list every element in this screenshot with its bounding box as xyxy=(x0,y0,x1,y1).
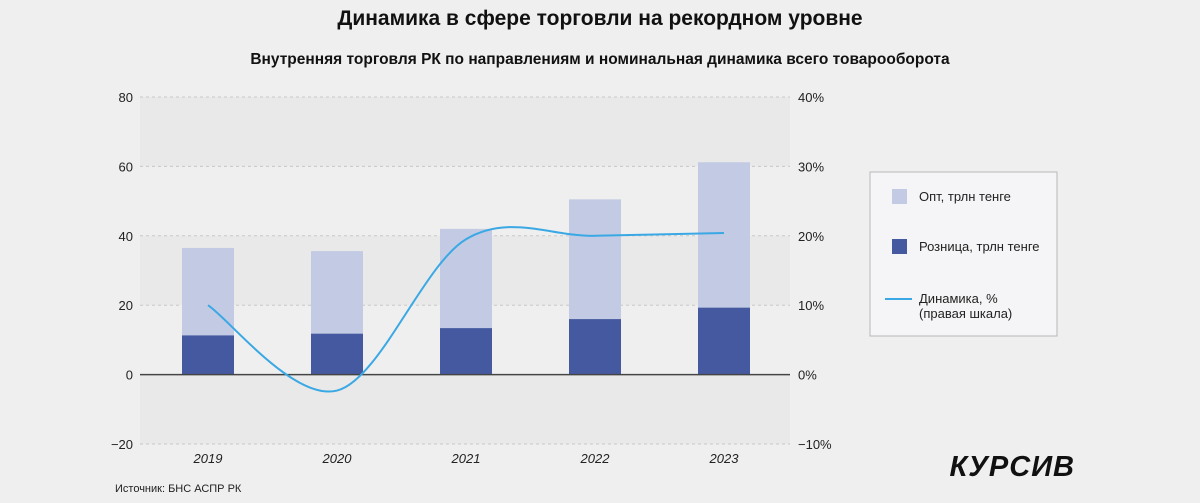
y2-tick: 30% xyxy=(798,159,824,174)
legend: Опт, трлн тенге Розница, трлн тенге Дина… xyxy=(869,171,1058,337)
bar-retail xyxy=(182,335,234,375)
y-tick: 60 xyxy=(119,159,133,174)
chart-title: Динамика в сфере торговли на рекордном у… xyxy=(337,7,862,30)
y-tick: 0 xyxy=(126,368,133,383)
y-tick: 80 xyxy=(119,90,133,105)
legend-swatch-retail xyxy=(892,239,907,254)
grid-band xyxy=(140,374,790,444)
bar-retail xyxy=(569,319,621,375)
bar-retail xyxy=(440,328,492,375)
x-axis: 2019 2020 2021 2022 2023 xyxy=(193,451,740,466)
y2-tick: 20% xyxy=(798,229,824,244)
y2-tick: 0% xyxy=(798,368,817,383)
y2-tick: 10% xyxy=(798,298,824,313)
y-axis-right: 40% 30% 20% 10% 0% −10% xyxy=(798,90,832,452)
legend-label-dynamics: Динамика, % xyxy=(919,291,998,306)
x-tick: 2022 xyxy=(580,451,611,466)
line-dynamics xyxy=(207,226,725,393)
plot-area xyxy=(140,96,790,445)
legend-label-retail: Розница, трлн тенге xyxy=(919,239,1040,254)
grid-band xyxy=(140,97,790,167)
legend-label-wholesale: Опт, трлн тенге xyxy=(919,189,1011,204)
bar-wholesale xyxy=(440,228,492,329)
legend-swatch-wholesale xyxy=(892,189,907,204)
legend-label-dynamics-note: (правая шкала) xyxy=(919,306,1012,321)
y-axis-left: 80 60 40 20 0 −20 xyxy=(111,90,133,452)
y-tick: 20 xyxy=(119,298,133,313)
x-tick: 2019 xyxy=(193,451,223,466)
bar-wholesale xyxy=(698,162,750,308)
y2-tick: −10% xyxy=(798,437,832,452)
x-tick: 2021 xyxy=(451,451,481,466)
y-tick: −20 xyxy=(111,437,133,452)
x-tick: 2023 xyxy=(709,451,740,466)
x-tick: 2020 xyxy=(322,451,353,466)
source-note: Источник: БНС АСПР РК xyxy=(115,483,242,495)
bar-wholesale xyxy=(569,199,621,320)
chart-subtitle: Внутренняя торговля РК по направлениям и… xyxy=(250,51,950,68)
kursiv-logo: КУРСИВ xyxy=(949,451,1075,483)
bar-retail xyxy=(698,307,750,375)
y-tick: 40 xyxy=(119,229,133,244)
y2-tick: 40% xyxy=(798,90,824,105)
bar-retail xyxy=(311,333,363,375)
grid-band xyxy=(140,166,790,236)
bar-wholesale xyxy=(311,251,363,334)
